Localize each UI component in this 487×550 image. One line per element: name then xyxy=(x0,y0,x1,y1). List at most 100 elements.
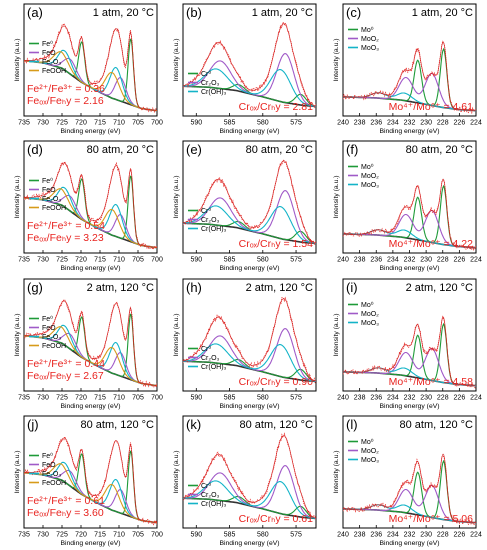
legend-entry: Cr₂O₃ xyxy=(201,217,220,224)
plot-frame xyxy=(23,3,158,117)
x-tick-label: 725 xyxy=(56,532,68,539)
x-axis-label: Binding energy (eV) xyxy=(60,403,120,410)
legend-entry: FeOOH xyxy=(42,343,66,350)
condition-label: 2 atm, 120 °C xyxy=(406,282,473,294)
panel-label: (j) xyxy=(27,417,39,432)
component-peak-Cr(OH)₃ xyxy=(183,205,316,244)
raw-data xyxy=(343,455,476,526)
x-tick-label: 240 xyxy=(337,257,349,264)
legend-entry: FeOOH xyxy=(42,68,66,75)
fit-envelope xyxy=(343,178,476,249)
x-tick-label: 232 xyxy=(404,120,416,127)
fit-envelope xyxy=(24,25,157,112)
x-axis-label: Binding energy (eV) xyxy=(379,265,439,272)
panel-label: (l) xyxy=(346,417,358,432)
component-peak-FeOOH xyxy=(24,326,157,387)
panel-label: (a) xyxy=(27,5,43,20)
condition-label: 80 atm, 120 °C xyxy=(81,419,155,431)
x-tick-label: 226 xyxy=(454,120,466,127)
ratio-text: Feₒₓ/Feₕy = 3.23 xyxy=(27,232,104,244)
fit-envelope xyxy=(24,162,157,249)
ratio-text: Fe²⁺/Fe³⁺ = 0.44 xyxy=(27,358,105,370)
panel-label: (b) xyxy=(186,5,202,20)
ratio-text: Fe²⁺/Fe³⁺ = 0.54 xyxy=(27,220,105,232)
fit-envelope xyxy=(183,23,316,107)
y-axis-label: Intensity (a.u.) xyxy=(173,175,180,218)
legend-entry: Fe⁰ xyxy=(42,40,53,48)
component-peak-Cr(OH)₃ xyxy=(183,68,316,107)
fit-envelope xyxy=(24,300,157,387)
x-tick-label: 700 xyxy=(151,395,163,402)
x-tick-label: 710 xyxy=(113,532,125,539)
panel-label: (d) xyxy=(27,142,43,157)
condition-label: 2 atm, 120 °C xyxy=(246,282,313,294)
x-axis-label: Binding energy (eV) xyxy=(60,265,120,272)
condition-label: 1 atm, 20 °C xyxy=(412,7,473,19)
x-tick-label: 725 xyxy=(56,395,68,402)
x-tick-label: 240 xyxy=(337,395,349,402)
panel-k: 590 585 580 575 Binding energy (eV) Intensity… xyxy=(173,415,317,547)
legend-entry: MoO₂ xyxy=(361,448,379,455)
y-axis-label: Intensity (a.u.) xyxy=(333,313,340,356)
ratio-text: Crₒₓ/Crₕy = 2.81 xyxy=(239,101,314,113)
component-peak-Cr⁰ xyxy=(183,84,316,107)
x-tick-label: 228 xyxy=(437,257,449,264)
legend-entry: Fe⁰ xyxy=(42,315,53,323)
legend-entry: Cr(OH)₃ xyxy=(201,226,227,233)
x-tick-label: 575 xyxy=(290,395,302,402)
ratio-text: Crₒₓ/Crₕy = 0.61 xyxy=(239,513,314,525)
x-tick-label: 585 xyxy=(224,257,236,264)
x-tick-label: 230 xyxy=(420,395,432,402)
y-axis-label: Intensity (a.u.) xyxy=(173,38,180,81)
x-tick-label: 735 xyxy=(18,395,30,402)
legend-entry: Cr₂O₃ xyxy=(201,492,220,499)
condition-label: 80 atm, 20 °C xyxy=(406,144,473,156)
x-tick-label: 720 xyxy=(75,532,87,539)
x-tick-label: 705 xyxy=(132,257,144,264)
component-peak-Cr⁰ xyxy=(183,496,316,519)
plot-frame xyxy=(342,278,477,392)
plot-frame xyxy=(182,140,317,254)
fit-envelope xyxy=(183,298,316,382)
legend-entry: Fe₂O₃ xyxy=(42,334,61,341)
panel-b: 590 585 580 575 Binding energy (eV) Intensity… xyxy=(173,3,317,135)
x-tick-label: 236 xyxy=(370,257,382,264)
x-axis-label: Binding energy (eV) xyxy=(60,540,120,547)
ratio-text: Mo⁴⁺/Mo⁶⁺ = 5.06 xyxy=(389,513,474,525)
plot-frame xyxy=(182,3,317,117)
panel-label: (f) xyxy=(346,142,358,157)
legend-entry: MoO₃ xyxy=(361,457,379,464)
x-tick-label: 585 xyxy=(224,395,236,402)
component-peak-Cr⁰ xyxy=(183,221,316,244)
panel-l: 240 238 236 234 232 230 228 226 224 Binding energ… xyxy=(333,415,482,547)
x-tick-label: 720 xyxy=(75,120,87,127)
x-tick-label: 232 xyxy=(404,257,416,264)
y-axis-label: Intensity (a.u.) xyxy=(14,450,21,493)
panel-h: 590 585 580 575 Binding energy (eV) Intensity… xyxy=(173,278,317,410)
plot-frame xyxy=(342,140,477,254)
panel-label: (k) xyxy=(186,417,201,432)
y-axis-label: Intensity (a.u.) xyxy=(14,175,21,218)
panel-f: 240 238 236 234 232 230 228 226 224 Binding energ… xyxy=(333,140,482,272)
legend-entry: MoO₃ xyxy=(361,320,379,327)
fit-envelope xyxy=(24,437,157,524)
legend-entry: Mo⁰ xyxy=(361,301,374,309)
panel-c: 240 238 236 234 232 230 228 226 224 Binding energ… xyxy=(333,3,482,135)
x-axis-label: Binding energy (eV) xyxy=(60,128,120,135)
y-axis-label: Intensity (a.u.) xyxy=(173,313,180,356)
y-axis-label: Intensity (a.u.) xyxy=(173,450,180,493)
legend-entry: FeOOH xyxy=(42,480,66,487)
y-axis-label: Intensity (a.u.) xyxy=(333,450,340,493)
panel-e: 590 585 580 575 Binding energy (eV) Intensity… xyxy=(173,140,317,272)
x-tick-label: 575 xyxy=(290,532,302,539)
y-axis-label: Intensity (a.u.) xyxy=(14,313,21,356)
panel-label: (g) xyxy=(27,280,43,295)
y-axis-label: Intensity (a.u.) xyxy=(14,38,21,81)
legend-entry: Fe₂O₃ xyxy=(42,59,61,66)
legend-entry: Cr₂O₃ xyxy=(201,80,220,87)
x-tick-label: 575 xyxy=(290,120,302,127)
legend-entry: Mo⁰ xyxy=(361,438,374,446)
legend-entry: Cr⁰ xyxy=(201,482,211,490)
x-tick-label: 580 xyxy=(257,257,269,264)
ratio-text: Feₒₓ/Feₕy = 2.67 xyxy=(27,370,104,382)
